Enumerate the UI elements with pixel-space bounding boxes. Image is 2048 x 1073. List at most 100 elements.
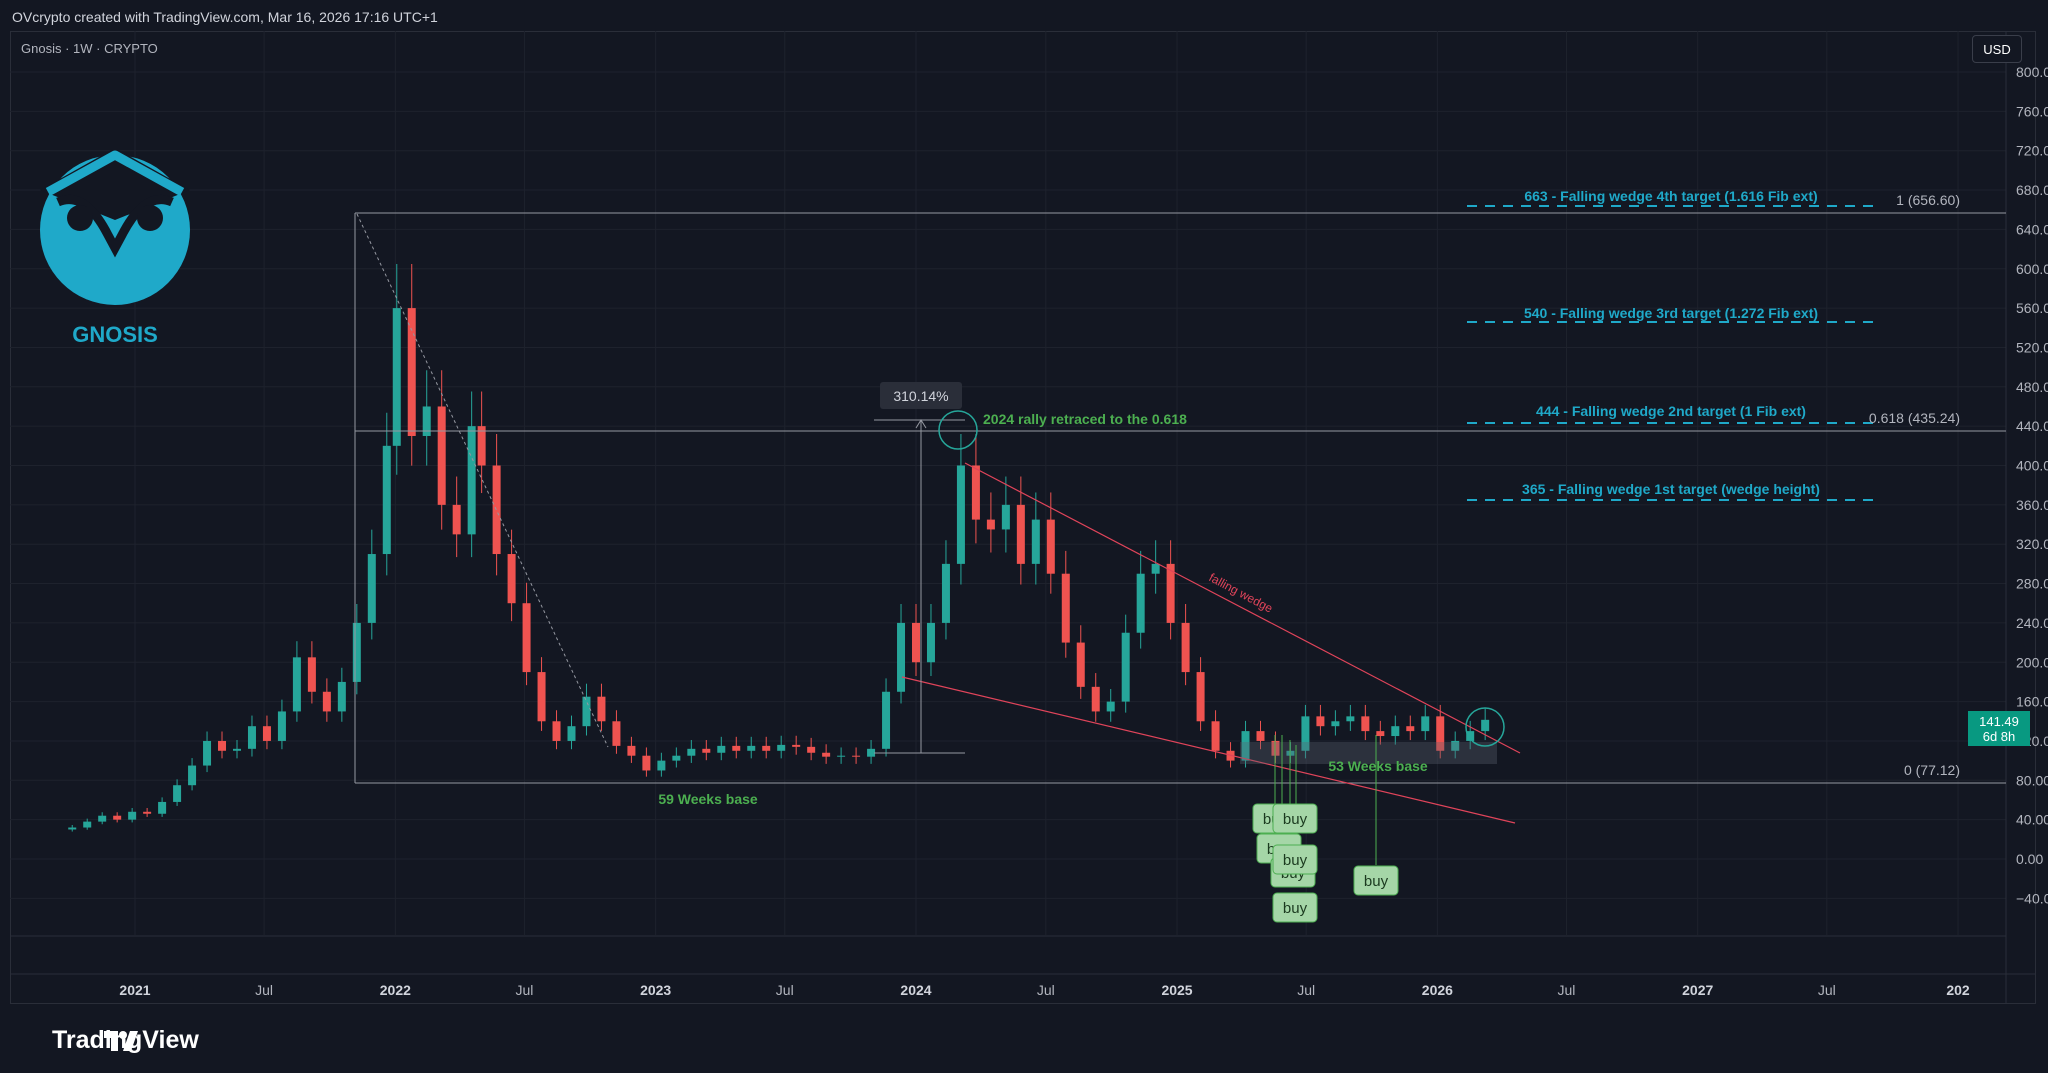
candle-body — [422, 406, 431, 436]
candle-body — [437, 406, 446, 505]
candle-body — [1151, 563, 1160, 574]
last-price-countdown: 6d 8h — [1983, 729, 2016, 744]
measure-label-box — [880, 382, 962, 409]
footer-bar — [0, 1004, 2048, 1073]
candle-body — [837, 755, 846, 757]
time-axis[interactable]: 2021 Jul 2022 Jul 2023 Jul 2024 Jul 2025 Jul 2026 J… — [119, 982, 1970, 998]
candle-body — [68, 827, 77, 830]
candle-body — [702, 748, 711, 753]
x-tick-label: Jul — [1037, 982, 1055, 998]
y-tick-label: 440.00 — [2016, 418, 2048, 434]
candle-body — [492, 465, 501, 555]
wedge-lower-line — [901, 676, 1516, 824]
tradingview-brand[interactable]: TradingView — [52, 1026, 199, 1054]
candle-body — [477, 426, 486, 466]
candle-body — [158, 801, 167, 814]
x-tick-label: 2024 — [900, 982, 931, 998]
tradingview-logo-icon[interactable] — [12, 1027, 232, 1057]
candle-body — [452, 504, 461, 535]
candle-body — [717, 745, 726, 753]
candle-body — [1241, 731, 1250, 761]
candle-body — [1121, 632, 1130, 702]
candle-body — [1466, 731, 1475, 741]
retrace-label: 2024 rally retraced to the 0.618 — [983, 411, 1187, 427]
candle-body — [307, 657, 316, 692]
candle-body — [113, 815, 122, 820]
candle-body — [1016, 504, 1025, 564]
y-tick-label: 480.00 — [2016, 379, 2048, 395]
candle-body — [777, 744, 786, 751]
candle-body — [672, 755, 681, 761]
candle-body — [337, 681, 346, 712]
price-axis[interactable]: 800.00 760.00 720.00 680.00 640.00 600.00 560.… — [2016, 64, 2048, 906]
candle-body — [567, 726, 576, 741]
wedge-upper-line — [964, 462, 1521, 754]
x-tick-label: 2026 — [1422, 982, 1453, 998]
buy-badge: buy — [1272, 803, 1318, 834]
candle-body — [627, 745, 636, 756]
y-tick-label: 40.00 — [2016, 812, 2048, 828]
candle-body — [1316, 716, 1325, 727]
breakout-circle — [1465, 707, 1505, 747]
candle-body — [1361, 716, 1370, 732]
candle-body — [597, 696, 606, 722]
downtrend-dotted — [356, 213, 609, 748]
candle-body — [1406, 726, 1415, 732]
symbol-label[interactable]: Gnosis · 1W · CRYPTO — [21, 41, 158, 56]
candle-body — [747, 745, 756, 751]
candle-body — [322, 691, 331, 712]
candle-body — [173, 785, 182, 802]
candle-body — [792, 744, 801, 747]
measure-arrow — [915, 419, 927, 429]
candle-body — [807, 746, 816, 753]
candle-body — [1001, 504, 1010, 530]
candle-body — [367, 554, 376, 623]
y-tick-label: 320.00 — [2016, 536, 2048, 552]
y-tick-label: 280.00 — [2016, 576, 2048, 592]
candle-body — [262, 726, 271, 741]
candle-body — [612, 721, 621, 746]
y-tick-label: 560.00 — [2016, 300, 2048, 316]
candle-body — [382, 445, 391, 555]
chart-frame — [10, 31, 2036, 1004]
y-tick-label: 640.00 — [2016, 221, 2048, 237]
candle-body — [732, 745, 741, 751]
y-tick-label: 760.00 — [2016, 103, 2048, 119]
y-tick-label: −40.00 — [2016, 890, 2048, 906]
y-tick-label: 680.00 — [2016, 182, 2048, 198]
annotations: 310.14% 2024 rally retraced to the 0.618… — [658, 188, 1960, 807]
candle-body — [1061, 573, 1070, 643]
candle-body — [83, 821, 92, 828]
candle-body — [941, 563, 950, 623]
candle-body — [352, 622, 361, 682]
buy-badge: buy — [1272, 844, 1318, 875]
candle-body — [247, 726, 256, 749]
x-tick-label: Jul — [1297, 982, 1315, 998]
top-circle — [938, 410, 978, 450]
candle-body — [1106, 701, 1115, 712]
y-tick-label: 400.00 — [2016, 458, 2048, 474]
candle-body — [926, 622, 935, 663]
y-tick-label: 240.00 — [2016, 615, 2048, 631]
header-bar: OVcrypto created with TradingView.com, M… — [0, 0, 2048, 32]
currency-button[interactable]: USD — [1972, 35, 2022, 63]
x-tick-label: Jul — [1818, 982, 1836, 998]
target-label-3: 540 - Falling wedge 3rd target (1.272 Fi… — [1524, 305, 1818, 321]
candle-body — [852, 755, 861, 757]
target-label-2: 444 - Falling wedge 2nd target (1 Fib ex… — [1536, 403, 1806, 419]
x-tick-label: 2027 — [1682, 982, 1713, 998]
candle-body — [232, 748, 241, 751]
candle-body — [657, 760, 666, 771]
candle-body — [822, 752, 831, 757]
candle-body — [1091, 686, 1100, 712]
candle-body — [1376, 731, 1385, 737]
x-tick-label: 2023 — [640, 982, 671, 998]
candle-body — [537, 672, 546, 722]
candle-body — [867, 748, 876, 757]
last-price-value: 141.49 — [1979, 714, 2019, 729]
candle-body — [912, 622, 920, 663]
candle-body — [956, 465, 965, 564]
candle-body — [392, 308, 401, 446]
svg-text:buy: buy — [1283, 852, 1308, 869]
